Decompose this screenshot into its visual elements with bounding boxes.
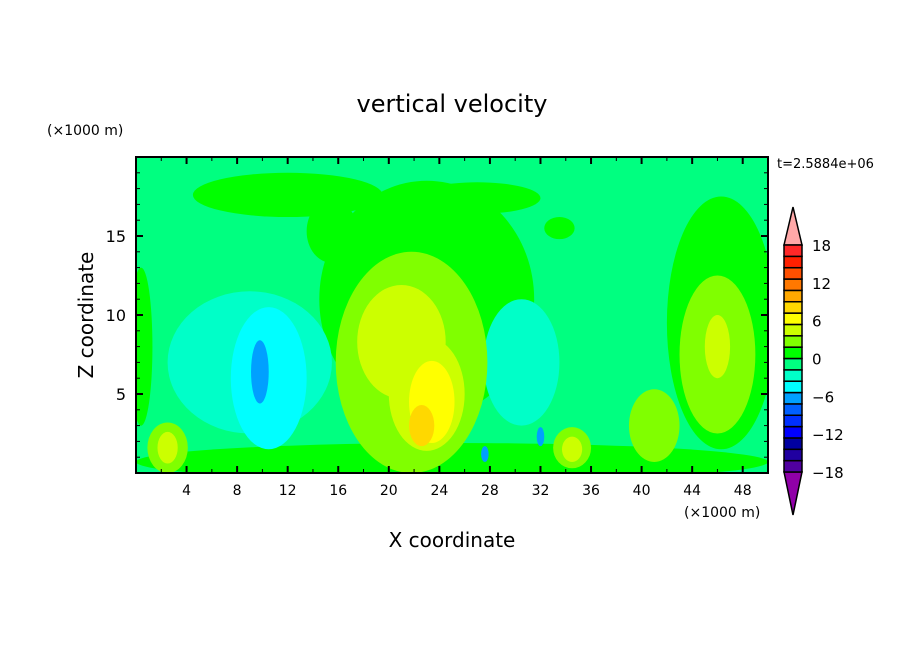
- colorbar-top-triangle: [783, 206, 803, 246]
- contour-region: [704, 315, 731, 379]
- x-tick-label: 16: [329, 483, 347, 499]
- colorbar-box: [783, 425, 803, 439]
- contour-region: [481, 446, 489, 462]
- colorbar-label: 6: [812, 313, 822, 331]
- x-tick-label: 32: [532, 483, 550, 499]
- contour-region: [544, 217, 575, 240]
- colorbar-label: 12: [812, 275, 831, 293]
- colorbar-box: [783, 437, 803, 451]
- contour-region: [251, 340, 269, 404]
- field-layer: [136, 157, 768, 473]
- colorbar-box: [783, 301, 803, 314]
- y-tick-label: 10: [106, 306, 126, 325]
- colorbar-label: −18: [812, 464, 844, 482]
- contour-region: [561, 436, 583, 462]
- colorbar-box: [783, 403, 803, 416]
- colorbar-box: [783, 391, 803, 405]
- contour-region: [157, 431, 178, 464]
- x-tick-label: 44: [683, 483, 701, 499]
- contour-region: [136, 442, 768, 473]
- contour-field: [136, 157, 768, 473]
- chart-title: vertical velocity: [357, 90, 548, 118]
- x-tick-label: 12: [279, 483, 297, 499]
- x-tick-label: 36: [582, 483, 600, 499]
- colorbar-box: [783, 312, 803, 326]
- x-tick-label: 4: [182, 483, 191, 499]
- contour-region: [628, 389, 680, 462]
- colorbar-box: [783, 244, 803, 258]
- x-tick-label: 20: [380, 483, 398, 499]
- y-tick-label: 15: [106, 227, 126, 246]
- colorbar-box: [783, 346, 803, 360]
- contour-region: [409, 405, 435, 447]
- time-label: t=2.5884e+06: [777, 157, 874, 172]
- colorbar-box: [783, 289, 803, 303]
- colorbar-box: [783, 357, 803, 371]
- x-tick-label: 8: [233, 483, 242, 499]
- contour-region: [230, 307, 307, 450]
- y-axis-label: Z coordinate: [74, 252, 98, 379]
- colorbar-box: [783, 459, 803, 473]
- x-tick-label: 40: [633, 483, 651, 499]
- x-axis-label: X coordinate: [389, 528, 516, 552]
- x-tick-label: 28: [481, 483, 499, 499]
- y-unit-label: (×1000 m): [47, 123, 123, 139]
- contour-region: [483, 299, 560, 426]
- colorbar-box: [783, 380, 803, 394]
- colorbar-box: [783, 278, 803, 292]
- colorbar-label: 18: [812, 237, 831, 255]
- colorbar-box: [783, 448, 803, 462]
- colorbar-label: −12: [812, 426, 844, 444]
- colorbar-label: 0: [812, 351, 822, 369]
- contour-region: [136, 267, 153, 426]
- x-unit-label: (×1000 m): [684, 505, 760, 521]
- colorbar-box: [783, 335, 803, 348]
- colorbar-box: [783, 255, 803, 269]
- x-tick-label: 48: [734, 483, 752, 499]
- colorbar-box: [783, 414, 803, 428]
- y-tick-label: 5: [116, 385, 126, 404]
- contour-region: [536, 427, 545, 447]
- colorbar-label: −6: [812, 388, 834, 406]
- colorbar-box: [783, 323, 803, 337]
- colorbar: 18 12 6 0 −6 −12 −18: [783, 206, 844, 516]
- x-tick-label: 24: [430, 483, 448, 499]
- colorbar-box: [783, 369, 803, 382]
- colorbar-bottom-triangle: [783, 471, 803, 516]
- colorbar-box: [783, 266, 803, 280]
- contour-region: [192, 172, 383, 218]
